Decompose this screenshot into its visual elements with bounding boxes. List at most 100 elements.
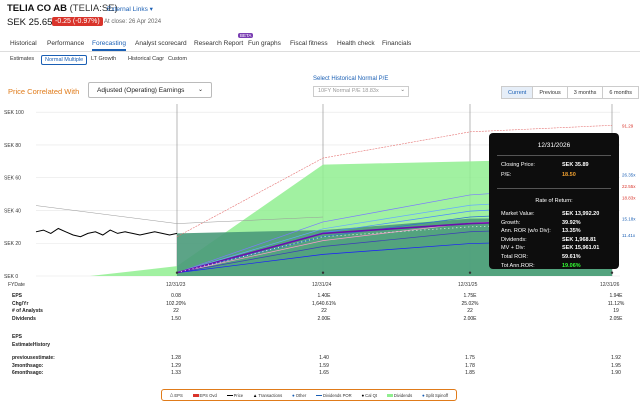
tooltip-ror-header: Rate of Return:	[535, 198, 573, 204]
right-value-label: 26.35x	[622, 172, 636, 177]
chevron-down-icon: ▾	[149, 6, 153, 13]
tooltip-row-label: MV + Div:	[501, 245, 525, 252]
table-cell: 22	[467, 308, 473, 314]
right-value-label: 91.29	[622, 123, 634, 128]
tooltip-row-value: 59.61%	[562, 254, 581, 260]
company-name-text: TELIA CO AB	[7, 3, 67, 14]
tooltip-row-label: Tot Ann.ROR:	[501, 262, 535, 269]
table-row-label: 3monthsago:	[12, 362, 44, 369]
table-cell: 0.08	[171, 293, 181, 299]
table-cell: 1.92	[611, 355, 621, 361]
tab-analyst-scorecard[interactable]: Analyst scorecard	[135, 40, 187, 47]
period-tab-6-months[interactable]: 6 months	[609, 90, 632, 96]
period-tab-3-months[interactable]: 3 months	[568, 87, 604, 98]
current-price: SEK 25.65	[7, 17, 53, 28]
table-cell: 1.85	[465, 370, 475, 376]
table-cell: 1.40E	[317, 293, 331, 299]
period-tab-previous[interactable]: Previous	[533, 87, 568, 98]
table-row-label: Chg/Yr	[12, 300, 29, 307]
subtab-estimates[interactable]: Estimates	[10, 56, 35, 62]
tab-financials[interactable]: Financials	[382, 40, 412, 47]
table-cell: 1.29	[171, 362, 181, 369]
table-cell: 22	[321, 308, 327, 314]
x-tick-label: FYDate	[8, 282, 25, 288]
triangle-solid-icon: ▲	[252, 392, 258, 398]
legend-item[interactable]: Dividends	[386, 393, 412, 398]
x-tick-label: 12/31/24	[312, 282, 332, 288]
external-links-label: External Links	[107, 6, 148, 13]
chart-tooltip: 12/31/2026 Rate of Return: Closing Price…	[489, 133, 619, 269]
triangle-outline-icon: △	[169, 392, 174, 397]
tab-forecasting[interactable]: Forecasting	[92, 40, 126, 51]
x-tick-label: 12/31/25	[458, 282, 478, 288]
tooltip-row-value: 39.92%	[562, 219, 581, 226]
subtab-normal-multiple[interactable]: Normal Multiple	[41, 55, 88, 65]
price-correlated-label: Price Correlated With	[8, 87, 80, 96]
right-value-label: 11.41x	[622, 233, 636, 238]
table-row-label: # of Analysts	[12, 308, 43, 314]
table-cell: 1.33	[171, 370, 181, 376]
legend-label: Dividends POR	[323, 392, 352, 398]
high-pe-line	[176, 124, 613, 237]
legend-label: EPS Ovd	[199, 392, 217, 398]
tooltip-row-label: Growth:	[501, 219, 521, 226]
table-cell: 1.90	[611, 370, 621, 376]
table-row-label: EPS	[12, 293, 23, 299]
table-cell: 1.59	[319, 362, 329, 369]
line-blue-icon	[316, 394, 323, 396]
subtab-lt-growth[interactable]: LT Growth	[91, 56, 117, 62]
legend-item[interactable]: ● Cal Qt	[361, 393, 377, 398]
right-value-label: 18.83x	[622, 195, 636, 200]
table-cell: 1.95	[611, 362, 621, 369]
eps-point	[610, 271, 614, 274]
right-value-label: 22.55x	[622, 184, 636, 189]
table-cell: 2.05E	[609, 315, 623, 322]
main-tab-bar: Historical Performance Forecasting Analy…	[0, 36, 640, 52]
tab-historical[interactable]: Historical	[10, 40, 37, 47]
legend-item[interactable]: EPS Ovd	[192, 392, 217, 398]
price-change-badge: -0.25 (-0.97%)	[52, 17, 103, 26]
tab-health-check[interactable]: Health check	[337, 40, 375, 47]
tab-fun-graphs[interactable]: Fun graphs	[248, 40, 281, 47]
eps-point	[321, 271, 325, 274]
ticker-symbol: (TELIA:SE)	[69, 3, 118, 14]
table-row-label: EPS	[12, 334, 23, 340]
subtab-historical-cagr[interactable]: Historical Cagr	[128, 56, 165, 62]
legend-item[interactable]: Price	[226, 393, 243, 398]
legend-item[interactable]: ▲ Transactions	[253, 393, 282, 398]
swatch-icon	[386, 393, 393, 397]
table-cell: 1.50	[171, 315, 181, 322]
tooltip-divider	[497, 188, 611, 189]
tooltip-row-label: Closing Price:	[501, 162, 535, 168]
earnings-dropdown[interactable]: Adjusted (Operating) Earnings ⌄	[88, 82, 212, 98]
external-links-link[interactable]: External Links ▾	[107, 5, 153, 13]
legend-item[interactable]: ● Split Spinoff	[422, 393, 448, 398]
tooltip-row-value: 13.35%	[562, 228, 581, 235]
y-tick-label: SEK 100	[4, 110, 24, 116]
tab-research-report[interactable]: Research Report	[194, 40, 244, 47]
historical-pe-select[interactable]: 10FY Normal P/E 18.83x ⌄	[313, 86, 409, 97]
square-red-icon	[192, 393, 199, 397]
tooltip-row-label: P/E:	[501, 172, 512, 178]
tooltip-date: 12/31/2026	[537, 142, 571, 149]
tab-performance[interactable]: Performance	[47, 40, 85, 47]
subtab-custom[interactable]: Custom	[168, 56, 187, 62]
legend-item[interactable]: Dividends POR	[316, 393, 352, 398]
table-row-label: previousestimate:	[12, 355, 55, 361]
company-name: TELIA CO AB (TELIA:SE)	[7, 3, 118, 14]
legend-item[interactable]: ● Other	[292, 393, 306, 398]
tab-fiscal-fitness[interactable]: Fiscal fitness	[290, 40, 328, 47]
legend-label: Transactions	[258, 392, 283, 398]
tooltip-divider	[497, 155, 611, 156]
period-tab-current[interactable]: Current	[502, 87, 534, 98]
legend-label: EPS	[174, 392, 183, 398]
table-cell: 2.00E	[463, 315, 477, 322]
table-cell: 11.12%	[607, 300, 625, 307]
table-cell: 1.78	[465, 362, 475, 369]
y-tick-label: SEK 0	[4, 274, 18, 280]
chart-legend: △ EPS EPS Ovd Price ▲ Transactions ● Other Divid…	[161, 389, 457, 401]
legend-label: Cal Qt	[365, 392, 378, 398]
chevron-down-icon: ⌄	[197, 87, 203, 93]
legend-item[interactable]: △ EPS	[170, 392, 183, 398]
